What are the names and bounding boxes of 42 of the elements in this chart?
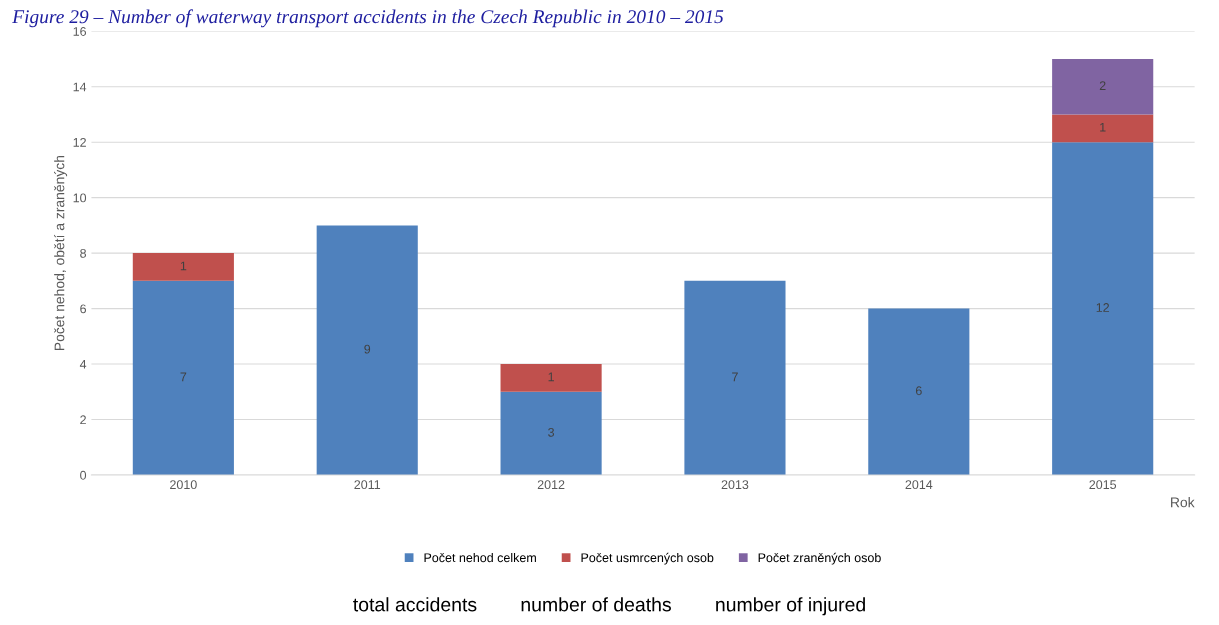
data-label: 3 — [548, 427, 555, 437]
x-tick-label: 2010 — [170, 480, 197, 490]
bar — [132, 253, 234, 281]
x-tick-label: 2013 — [721, 480, 749, 490]
data-label: 1 — [548, 372, 554, 382]
y-tick-label: 14 — [73, 82, 87, 92]
y-tick-label: 4 — [79, 359, 87, 369]
legend-label: Počet usmrcených osob — [581, 552, 714, 565]
x-axis-title: Rok — [1171, 497, 1195, 508]
y-axis-title: Počet nehod, obětí a zraněných — [54, 155, 68, 351]
data-label: 2 — [1099, 81, 1106, 90]
y-tick-label: 8 — [80, 248, 87, 258]
x-tick-label: 2014 — [905, 480, 933, 490]
bar — [132, 280, 234, 475]
y-tick-label: 6 — [80, 304, 87, 314]
y-tick-label: 16 — [73, 27, 87, 36]
data-label: 12 — [1096, 303, 1110, 312]
x-tick-label: 2011 — [354, 480, 381, 490]
bar — [868, 308, 970, 475]
x-tick-label: 2015 — [1089, 480, 1117, 490]
y-tick-label: 2 — [80, 415, 86, 425]
text: total accidents number of deaths number of injured — [353, 597, 865, 616]
data-label: 1 — [1100, 122, 1106, 132]
y-tick-label: 0 — [80, 470, 87, 480]
bar — [1052, 142, 1154, 475]
x-tick-label: 2012 — [537, 480, 565, 490]
legend-label: Počet nehod celkem — [424, 552, 536, 563]
bar — [1052, 114, 1154, 143]
bar — [316, 225, 418, 475]
bar — [1052, 58, 1154, 115]
data-label: 1 — [180, 261, 187, 271]
y-tick-label: 12 — [73, 137, 86, 147]
legend-label: Počet zraněných osob — [758, 552, 881, 565]
y-tick-label: 10 — [73, 193, 87, 203]
bar — [500, 364, 602, 392]
data-label: 7 — [732, 372, 738, 382]
bar — [684, 280, 786, 475]
bar — [500, 391, 602, 475]
data-label: 6 — [915, 386, 922, 396]
data-label: 7 — [180, 372, 187, 382]
data-label: 9 — [364, 344, 371, 354]
chart-title: Figure 29 – Number of waterway transport accidents in the Czech Republic in 2010 – 2015 — [12, 9, 724, 28]
